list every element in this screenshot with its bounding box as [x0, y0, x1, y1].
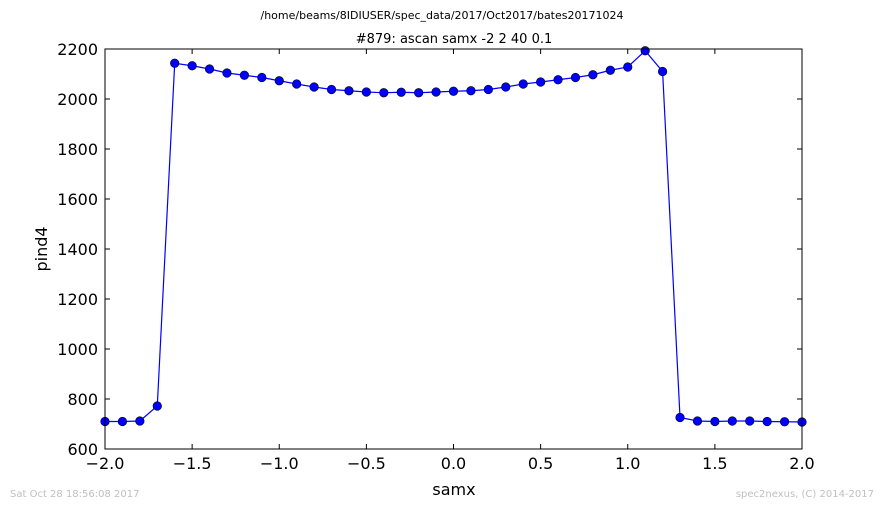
y-tick-label: 1200 [57, 290, 98, 309]
data-point [379, 88, 389, 98]
data-point [117, 416, 128, 427]
x-axis-label: samx [432, 480, 475, 499]
data-point [553, 75, 563, 85]
data-point [431, 87, 441, 97]
data-point [344, 86, 354, 96]
data-point [414, 88, 424, 98]
data-point [692, 416, 703, 426]
data-point [204, 64, 215, 74]
data-point [239, 70, 249, 80]
y-tick-label: 1400 [57, 240, 98, 259]
data-point [309, 82, 319, 92]
y-tick-label: 800 [67, 390, 98, 409]
data-point [518, 79, 528, 89]
data-point [326, 84, 337, 95]
y-tick-label: 1000 [57, 340, 98, 359]
x-tick-label: −2.0 [86, 454, 125, 473]
data-point [640, 46, 650, 56]
data-point [257, 72, 267, 83]
data-point [135, 416, 145, 426]
y-axis-label: pind4 [32, 226, 51, 271]
chart-title: #879: ascan samx -2 2 40 0.1 [356, 32, 553, 47]
x-tick-label: 1.0 [615, 454, 640, 473]
data-point [361, 87, 371, 97]
data-point [483, 84, 493, 95]
data-point [762, 416, 772, 427]
data-point [623, 62, 633, 72]
data-point [396, 87, 406, 97]
data-point [466, 86, 476, 96]
data-point [657, 66, 668, 77]
data-point [675, 412, 685, 423]
data-point [170, 58, 180, 68]
figure-suptitle: /home/beams/8IDIUSER/spec_data/2017/Oct2… [260, 9, 624, 22]
data-point [710, 416, 720, 427]
data-point [779, 417, 790, 427]
data-point [292, 79, 302, 89]
axes-frame [104, 48, 803, 450]
x-tick-label: 1.5 [702, 454, 727, 473]
data-point [745, 416, 755, 426]
x-tick-label: −0.5 [347, 454, 386, 473]
data-point [570, 72, 581, 83]
x-tick-label: 0.0 [441, 454, 466, 473]
data-point [501, 82, 511, 92]
data-point [187, 61, 197, 71]
data-point [222, 68, 232, 78]
x-tick-label: −1.5 [173, 454, 212, 473]
x-tick-label: 2.0 [789, 454, 814, 473]
data-point [727, 416, 737, 426]
y-tick-label: 2000 [57, 90, 98, 109]
data-point [588, 70, 598, 80]
x-tick-label: 0.5 [528, 454, 553, 473]
data-point [448, 86, 459, 96]
copyright-footer: spec2nexus, (C) 2014-2017 [735, 489, 874, 500]
y-tick-label: 1600 [57, 190, 98, 209]
y-tick-label: 1800 [57, 140, 98, 159]
y-tick-label: 600 [67, 440, 98, 459]
series-line [105, 49, 803, 423]
data-point [152, 401, 162, 411]
y-tick-label: 2200 [57, 40, 98, 59]
timestamp-footer: Sat Oct 28 18:56:08 2017 [10, 489, 140, 500]
data-point [536, 77, 546, 87]
data-point [274, 76, 284, 86]
data-point [605, 65, 615, 75]
x-tick-label: −1.0 [260, 454, 299, 473]
